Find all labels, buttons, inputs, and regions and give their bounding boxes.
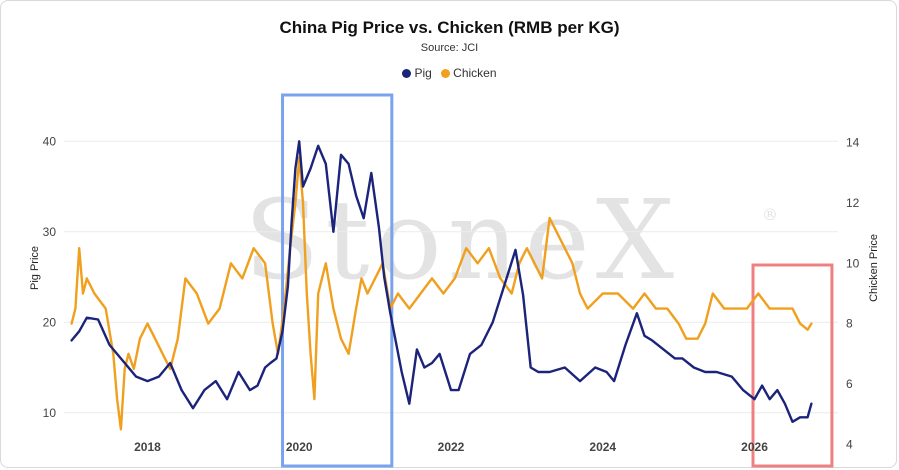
left-axis-ticks: 10 20 30 40 (43, 134, 57, 420)
legend: Pig Chicken (0, 66, 899, 81)
x-tick: 2026 (741, 440, 768, 454)
x-tick: 2022 (438, 440, 465, 454)
svg-text:®: ® (762, 205, 778, 224)
y-tick-left: 30 (43, 225, 57, 239)
legend-label-pig: Pig (414, 66, 432, 80)
y-tick-right: 4 (846, 437, 853, 451)
legend-label-chicken: Chicken (453, 66, 497, 80)
series-line-chicken (70, 156, 813, 431)
gridlines (64, 140, 838, 414)
legend-item-chicken[interactable]: Chicken (441, 66, 497, 80)
y-tick-right: 10 (846, 256, 860, 270)
svg-text:StoneX: StoneX (244, 176, 680, 304)
chart-subtitle: Source: JCI (420, 42, 479, 54)
y-tick-right: 12 (846, 196, 860, 210)
right-axis-ticks: 4 6 8 10 12 14 (846, 135, 860, 451)
legend-item-pig[interactable]: Pig (402, 66, 432, 80)
y-tick-right: 8 (846, 317, 853, 331)
legend-swatch-chicken (441, 68, 451, 78)
y-axis-label-right: Chicken Price (868, 234, 880, 302)
x-axis-ticks: 2018 2020 2022 2024 2026 (134, 440, 768, 454)
y-tick-left: 40 (43, 134, 57, 148)
legend-swatch-pig (402, 68, 412, 78)
highlight-box-blue (281, 93, 394, 468)
x-tick: 2020 (286, 440, 313, 454)
y-tick-left: 10 (43, 406, 57, 420)
stonex-watermark: StoneX ® (244, 176, 778, 304)
x-tick: 2024 (589, 440, 616, 454)
highlight-boxes (281, 93, 834, 468)
highlight-box-red (751, 263, 834, 468)
y-tick-left: 20 (43, 315, 57, 329)
y-tick-right: 14 (846, 135, 860, 149)
y-tick-right: 6 (846, 377, 853, 391)
series-line-pig (70, 140, 813, 423)
x-tick: 2018 (134, 440, 161, 454)
chart-title: China Pig Price vs. Chicken (RMB per KG) (279, 18, 620, 37)
y-axis-label-left: Pig Price (29, 246, 41, 290)
series-lines (70, 140, 813, 431)
